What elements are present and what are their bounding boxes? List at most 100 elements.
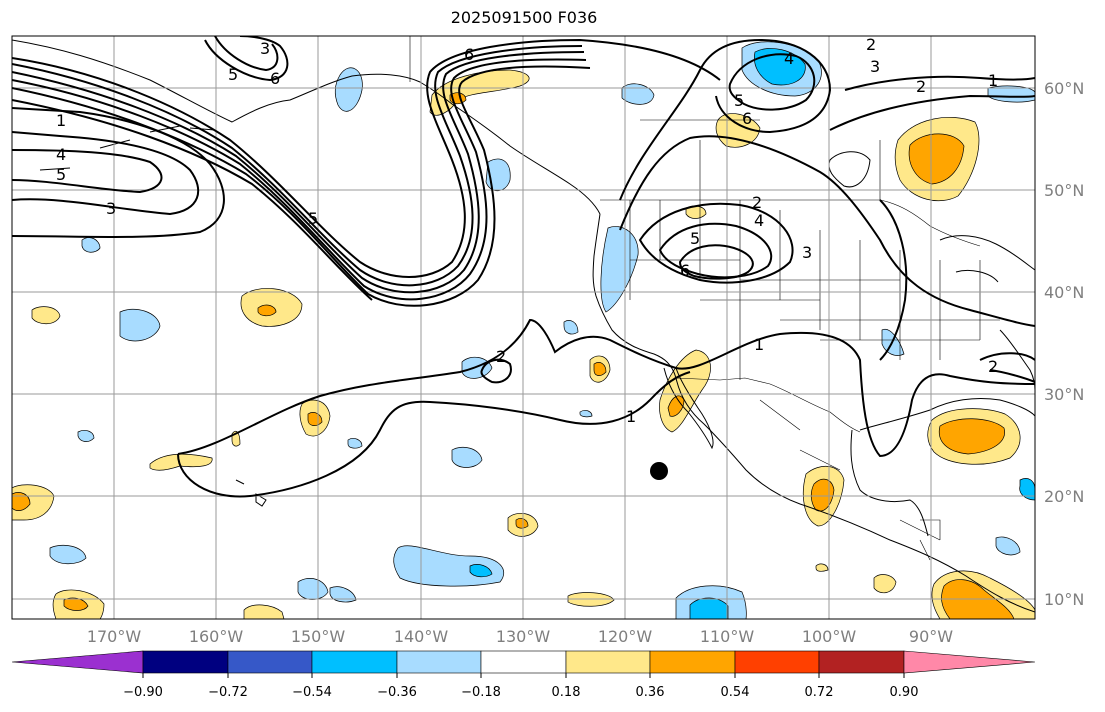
lon-label: 150°W: [291, 627, 346, 646]
fill-blue-patch: [451, 446, 483, 468]
colorbar-tick-label: 0.72: [805, 685, 834, 700]
contour-north-ridge: [619, 135, 1035, 327]
colorbar-segment: [311, 650, 398, 674]
colorbar-tick-label: −0.90: [123, 685, 163, 700]
border-us-canada: [600, 199, 981, 247]
political-borders: [409, 36, 1000, 561]
fill-blue-core: [689, 597, 729, 619]
border-states-b: [630, 119, 1000, 341]
contour-trough-3: [12, 51, 585, 294]
colorbar-tick-label: −0.72: [208, 685, 248, 700]
contour-label: 2: [866, 35, 876, 54]
colorbar-tick-label: −0.54: [292, 685, 332, 700]
contour-canada-trough-2: [728, 53, 816, 111]
contour-label: 1: [56, 111, 66, 130]
contour-label: 3: [106, 199, 116, 218]
fill-blue-patch: [329, 586, 357, 603]
contour-label: 6: [680, 261, 690, 280]
colorbar-segment: [11, 650, 144, 674]
contour-north-ridge-2: [844, 75, 1035, 91]
contour-label: 1: [754, 335, 764, 354]
coastline-hudson: [828, 151, 871, 188]
fill-blue-patch: [297, 578, 329, 600]
fill-blue-patch: [987, 85, 1035, 103]
fill-yellow-patch: [149, 453, 213, 471]
graticule: [12, 36, 1035, 619]
fill-orange-core: [257, 304, 277, 317]
lat-label: 50°N: [1044, 181, 1084, 200]
contour-label: 4: [784, 49, 794, 68]
fill-orange-core: [908, 133, 965, 185]
contour-west-low-2: [12, 149, 163, 194]
fill-orange-core: [810, 478, 835, 512]
contour-subtropic-1: [177, 318, 1035, 458]
lat-label: 60°N: [1044, 79, 1084, 98]
contour-trough-1: [12, 38, 721, 278]
lon-label: 110°W: [700, 627, 755, 646]
fill-blue-patch: [347, 438, 363, 449]
fill-blue-patch: [995, 536, 1021, 556]
contour-trough-2: [12, 45, 583, 287]
colorbar-segment: [903, 650, 1036, 674]
fill-blue-core: [754, 48, 806, 86]
fill-blue-patch: [621, 83, 655, 105]
fill-blue-patch: [600, 226, 639, 313]
contour-plains-low-3: [678, 244, 754, 280]
contour-label: 3: [870, 57, 880, 76]
colorbar-segment: [227, 650, 313, 674]
contour-subtropic-2: [177, 371, 691, 498]
fill-yellow-patch: [815, 563, 829, 572]
contour-canada-trough: [619, 38, 832, 201]
map-panel: 1 4 5 3 5 3 5 6 6 4 5 6 2 3 2 1 2 4 5 6 …: [12, 35, 1035, 619]
contour-gulf-high: [204, 36, 289, 82]
contour-plains-low-2: [658, 222, 773, 279]
border-us-mexico: [675, 377, 861, 433]
fill-blue-core: [469, 564, 493, 578]
coastline-great-lakes: [939, 235, 1035, 283]
lon-label: 100°W: [802, 627, 857, 646]
contour-trough-4: [12, 58, 587, 301]
border-mexico-states: [759, 399, 941, 561]
contour-label: 5: [690, 229, 700, 248]
colorbar-tick-label: −0.36: [377, 685, 417, 700]
contour-trough-6: [12, 99, 373, 301]
contour-label: 6: [464, 45, 474, 64]
lon-label: 170°W: [87, 627, 142, 646]
contour-lines: [12, 36, 1035, 498]
latitude-labels: 60°N 50°N 40°N 30°N 20°N 10°N: [1044, 79, 1084, 609]
contour-label: 5: [228, 65, 238, 84]
colorbar-tick-label: 0.90: [890, 685, 919, 700]
longitude-labels: 170°W 160°W 150°W 140°W 130°W 120°W 110°…: [87, 627, 953, 646]
lat-label: 10°N: [1044, 590, 1084, 609]
map-title: 2025091500 F036: [450, 8, 598, 27]
contour-label: 3: [802, 243, 812, 262]
contour-gulf-high-2: [214, 36, 279, 72]
contour-labels: 1 4 5 3 5 3 5 6 6 4 5 6 2 3 2 1 2 4 5 6 …: [56, 35, 998, 426]
contour-subtropic-small: [480, 358, 512, 384]
lon-label: 160°W: [189, 627, 244, 646]
coastline-baja: [663, 367, 714, 450]
colorbar-tick-label: 0.54: [721, 685, 750, 700]
coastline-hawaii: [235, 479, 267, 507]
contour-north-ridge-3: [829, 94, 1035, 131]
fill-orange-core: [593, 362, 607, 376]
fill-orange-core: [515, 518, 529, 529]
contour-label: 2: [496, 347, 506, 366]
coastline-northwest-america: [592, 213, 1035, 613]
fill-yellow-patch: [873, 574, 897, 594]
colorbar: −0.90 −0.72 −0.54 −0.36 −0.18 0.18 0.36 …: [11, 650, 1036, 700]
lon-label: 140°W: [394, 627, 449, 646]
lon-label: 120°W: [598, 627, 653, 646]
colorbar-ticks: [142, 673, 905, 678]
fill-orange-core: [63, 597, 89, 611]
colorbar-segment: [142, 650, 229, 674]
fill-blue-patch: [119, 308, 161, 342]
coastline-aleutians: [39, 125, 216, 171]
map-frame: [11, 35, 1036, 620]
lat-label: 40°N: [1044, 283, 1084, 302]
contour-label: 4: [754, 211, 764, 230]
contour-gulf-loop: [979, 352, 1035, 383]
contour-label: 5: [308, 209, 318, 228]
anomaly-fills: [12, 41, 1035, 619]
